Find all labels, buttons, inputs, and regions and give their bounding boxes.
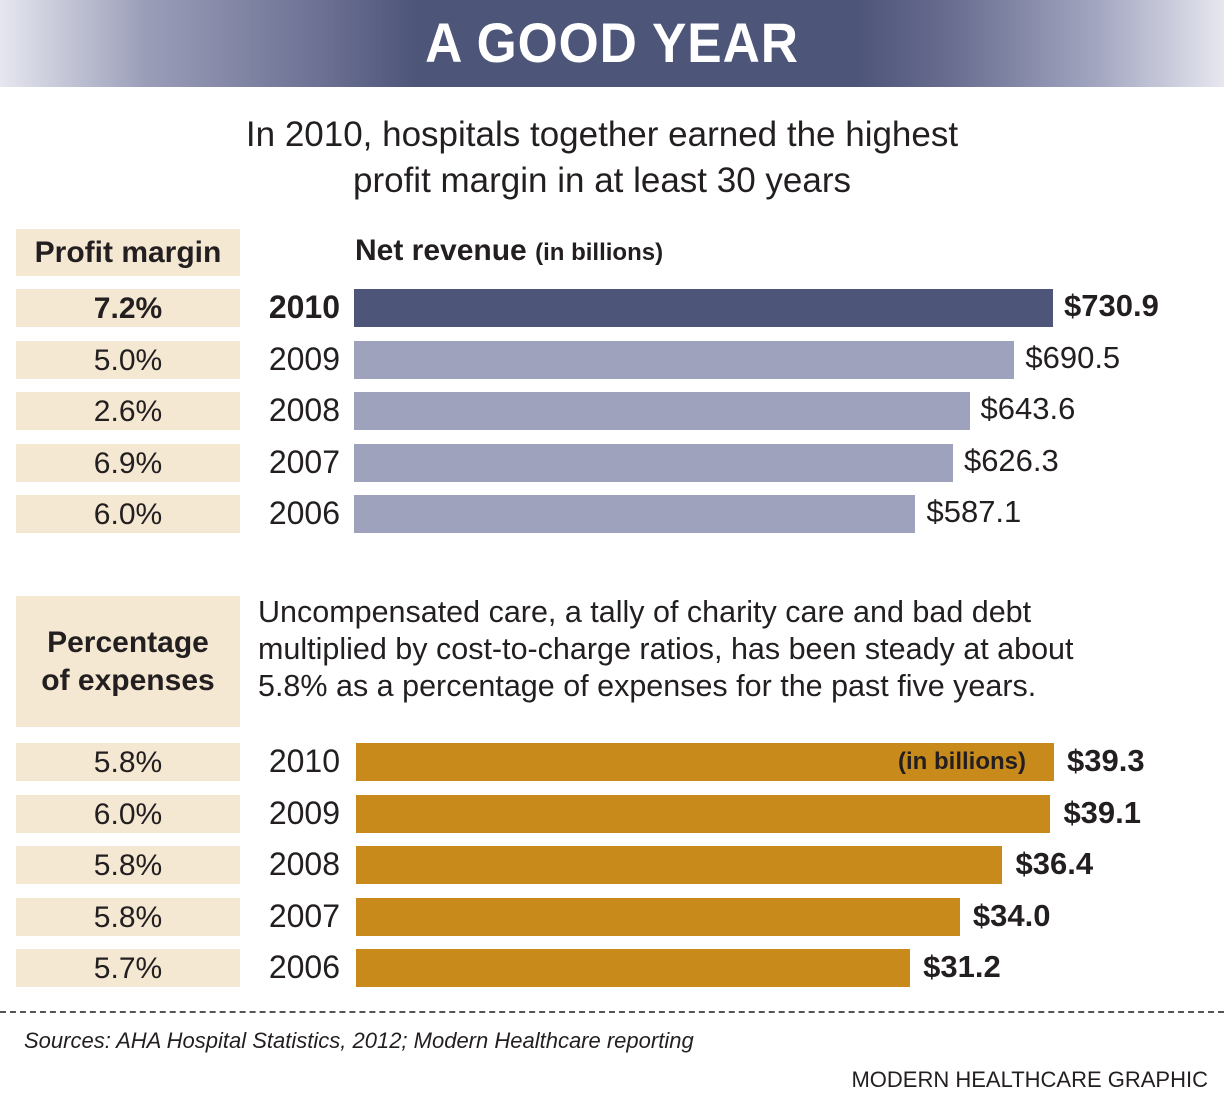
note-line-2: multiplied by cost-to-charge ratios, has… bbox=[258, 632, 1074, 666]
year-label: 2008 bbox=[268, 846, 340, 882]
year-label: 2010 bbox=[268, 289, 340, 325]
revenue-bar bbox=[354, 289, 1053, 327]
graphic-credit: MODERN HEALTHCARE GRAPHIC bbox=[851, 1067, 1208, 1092]
uncompensated-value-label: $39.3 bbox=[1067, 743, 1145, 778]
profit-margin-cell: 2.6% bbox=[16, 392, 240, 430]
title-banner: A GOOD YEAR bbox=[0, 0, 1224, 87]
expense-percentage-cell: 5.8% bbox=[16, 897, 240, 936]
year-label: 2007 bbox=[268, 443, 340, 480]
uncompensated-care-bar bbox=[356, 743, 1054, 781]
year-label: 2009 bbox=[268, 794, 340, 831]
net-revenue-unit: (in billions) bbox=[535, 239, 664, 266]
year-label: 2009 bbox=[268, 340, 340, 377]
percentage-of-expenses-header: Percentage of expenses bbox=[16, 596, 240, 727]
pe-header-line-2: of expenses bbox=[41, 663, 215, 697]
note-line-1: Uncompensated care, a tally of charity c… bbox=[258, 595, 1032, 629]
revenue-value-label: $626.3 bbox=[963, 442, 1059, 478]
uncompensated-care-note: Uncompensated care, a tally of charity c… bbox=[258, 594, 1218, 705]
uncompensated-value-label: $36.4 bbox=[1015, 846, 1094, 881]
year-label: 2007 bbox=[268, 897, 340, 934]
sources-note: Sources: AHA Hospital Statistics, 2012; … bbox=[24, 1028, 694, 1053]
pe-header-line-1: Percentage bbox=[47, 625, 209, 659]
profit-margin-header: Profit margin bbox=[16, 229, 240, 276]
subtitle-line-1: In 2010, hospitals together earned the h… bbox=[245, 115, 959, 154]
uncompensated-care-bar bbox=[356, 846, 1003, 884]
profit-margin-cell: 7.2% bbox=[16, 289, 240, 327]
uncompensated-care-bar bbox=[356, 897, 960, 936]
net-revenue-title: Net revenue bbox=[355, 234, 527, 267]
uncompensated-value-label: $34.0 bbox=[972, 897, 1051, 933]
year-label: 2010 bbox=[268, 743, 340, 779]
expense-percentage-cell: 5.7% bbox=[16, 949, 240, 987]
profit-margin-cell: 5.0% bbox=[16, 340, 240, 379]
revenue-value-label: $643.6 bbox=[980, 391, 1076, 426]
footer-divider bbox=[0, 1011, 1224, 1013]
subtitle-line-2: profit margin in at least 30 years bbox=[352, 161, 851, 200]
profit-margin-cell: 6.9% bbox=[16, 443, 240, 482]
in-billions-label: (in billions) bbox=[898, 748, 1026, 775]
uncompensated-care-bar bbox=[356, 794, 1051, 833]
expense-percentage-cell: 5.8% bbox=[16, 846, 240, 884]
uncompensated-value-label: $31.2 bbox=[923, 949, 1001, 984]
year-label: 2008 bbox=[268, 392, 340, 428]
profit-margin-cell: 6.0% bbox=[16, 495, 240, 533]
year-label: 2006 bbox=[268, 949, 340, 985]
revenue-value-label: $690.5 bbox=[1025, 339, 1121, 375]
uncompensated-care-bar bbox=[356, 949, 911, 987]
revenue-value-label: $730.9 bbox=[1064, 288, 1159, 323]
revenue-value-label: $587.1 bbox=[926, 494, 1022, 529]
revenue-bar bbox=[354, 495, 916, 533]
subtitle: In 2010, hospitals together earned the h… bbox=[0, 112, 1204, 204]
note-line-3: 5.8% as a percentage of expenses for the… bbox=[258, 669, 1037, 703]
net-revenue-header: Net revenue (in billions) bbox=[355, 234, 663, 268]
year-label: 2006 bbox=[268, 495, 340, 531]
uncompensated-value-label: $39.1 bbox=[1063, 794, 1142, 830]
expense-percentage-cell: 5.8% bbox=[16, 743, 240, 781]
revenue-bar bbox=[354, 392, 970, 430]
chart-title: A GOOD YEAR bbox=[425, 11, 799, 74]
expense-percentage-cell: 6.0% bbox=[16, 794, 240, 833]
revenue-bar bbox=[354, 443, 953, 482]
revenue-bar bbox=[354, 340, 1015, 379]
